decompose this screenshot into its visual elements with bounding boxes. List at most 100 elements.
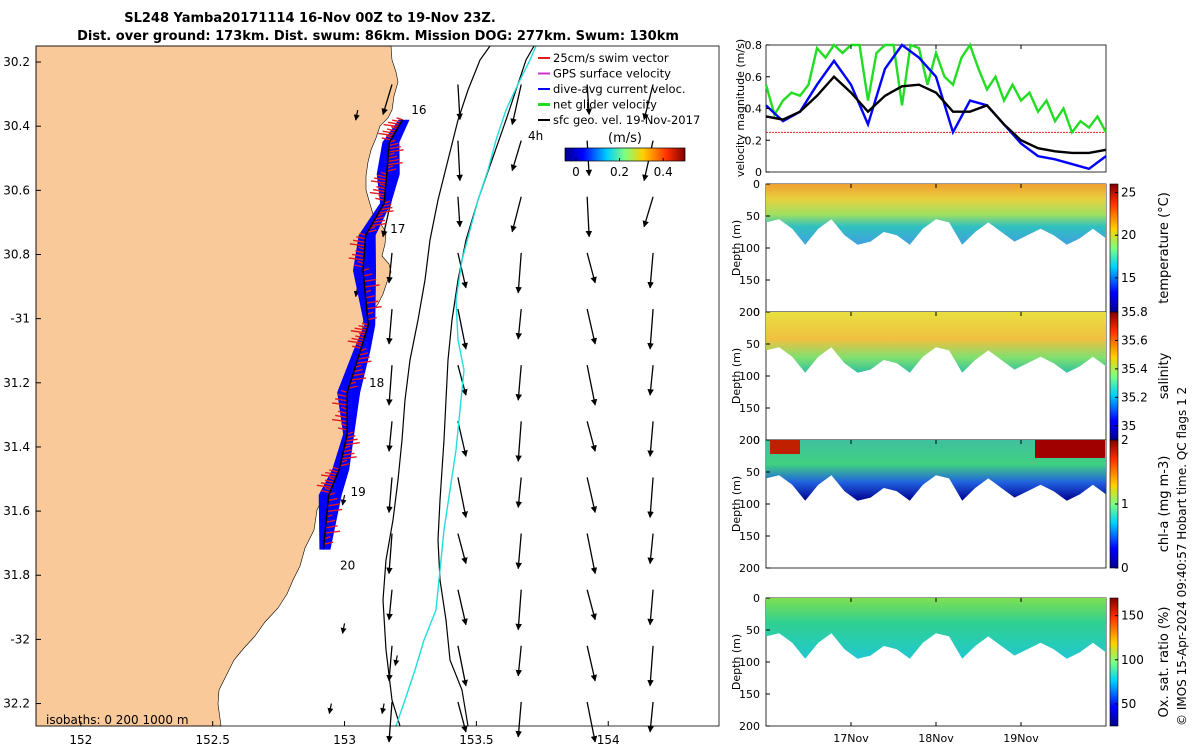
geo-velocity-arrow [586,365,598,406]
velocity-plot-area [765,44,1107,173]
swim-vector [380,206,393,211]
swim-vector [338,393,348,398]
geo-velocity-arrow [386,421,393,452]
swim-vector [376,186,386,190]
geo-velocity-arrow [647,308,654,350]
swim-vector [374,216,385,220]
geo-velocity-arrow [642,84,654,121]
swim-vector [378,132,394,137]
swim-vector [324,479,335,483]
swim-vector [365,295,375,299]
swim-vector [348,257,364,261]
swim-vector [340,423,348,427]
swim-vector [391,126,398,130]
swim-vector [352,239,366,243]
velocity-y-tick-label: 0.6 [745,71,763,84]
swim-vector [324,536,331,540]
geo-velocity-arrow [515,701,522,738]
colorbar-tick-label: 35 [1121,419,1136,433]
geo-velocity-arrow [457,589,468,626]
geo-velocity-arrow [647,421,654,457]
swim-vector [388,152,395,156]
swim-vector [335,398,348,402]
date-tick-label: 19Nov [1003,732,1039,745]
swim-vector [383,200,391,204]
map-lon-ticks: 152 152.5 153 153.5 154 [69,721,620,747]
geo-velocity-arrow [586,477,598,514]
section-panel-salinity: 0 50 100 150 200 Depth (m) 35.8 35.6 35.4 35.2 35 s… [730,305,1172,447]
lon-tick-label: 152.5 [196,733,230,747]
velocity-series [764,42,1108,171]
map-lat-ticks: 30.2 30.4 30.6 30.8 -31 31.2 31.4 31.6 31.8 -32 32… [3,55,41,711]
swim-vector [324,487,332,491]
swim-vector [333,466,340,471]
colorbar-tick-label: 0 [572,165,580,179]
geo-velocity-arrow [586,308,598,345]
geo-velocity-arrow [647,477,654,519]
geo-velocity-arrow [327,703,334,715]
isobath-1000-left [382,45,491,727]
colorbar-tick-label: 100 [1121,653,1144,667]
depth-tick-label: 0 [753,178,760,191]
geo-velocity-arrow [647,701,654,733]
colorbar-label: salinity [1157,352,1172,399]
swim-vector [320,482,334,486]
swim-vector [375,197,385,201]
swim-vector [366,306,382,310]
geo-velocity-arrow [515,421,522,462]
swim-vector [346,431,354,435]
date-tick-label: 17Nov [833,732,869,745]
swim-vector [349,381,357,385]
legend-label: 25cm/s swim vector [553,51,669,65]
swim-vector [326,514,333,518]
figure-title-line2: Dist. over ground: 173km. Dist. swum: 86… [77,29,679,44]
time-marker-label: 4h [528,129,543,143]
depth-tick-label: 150 [739,402,760,415]
swim-vector [366,311,374,315]
geo-velocity-arrow [586,252,597,284]
geo-velocity-arrow [340,494,347,506]
swim-vector [328,492,335,496]
swim-vector [348,385,358,389]
swim-vector [328,476,336,481]
legend-label: GPS surface velocity [553,67,671,81]
geo-velocity-arrow [456,140,463,182]
geo-velocity-arrow [353,110,360,121]
footer-credit: © IMOS 15-Apr-2024 09:40:57 Hobart time.… [1175,387,1189,726]
depth-tick-label: 200 [739,434,760,447]
colorbar-unit: (m/s) [608,131,642,146]
swim-vector [328,497,338,502]
swim-vector [321,474,337,478]
colorbar-tick-label: 35.4 [1121,362,1148,376]
swim-vector [325,471,338,476]
section-colorbar [1109,183,1119,313]
geo-velocity-arrow [642,196,654,228]
lat-tick-label: -31 [10,312,30,326]
geo-velocity-arrow [515,477,523,509]
velocity-y-tick-label: 0 [755,166,762,179]
swim-vector [345,438,358,442]
swim-vector [357,356,370,360]
velocity-y-tick-label: 0.4 [745,103,763,116]
swim-vector [380,171,387,175]
swim-vector [351,377,367,381]
geo-velocity-arrow [586,533,598,575]
swim-vector [364,289,372,294]
geo-velocity-arrow [647,365,654,396]
swim-vector [324,530,341,534]
swim-vector [373,188,386,193]
swim-vector [355,335,365,339]
swim-vector [342,452,355,456]
depth-tick-label: 150 [739,530,760,543]
swim-vector [327,503,340,507]
swim-vector [349,243,365,247]
swim-vector [354,327,367,331]
swim-vector [340,406,348,410]
day-label: 18 [369,376,384,390]
geo-velocity-arrow [515,365,522,401]
isobath-200 [395,45,537,727]
swim-vector [379,183,386,187]
geo-velocity-arrow [585,84,593,116]
lat-tick-label: -32 [10,632,30,646]
